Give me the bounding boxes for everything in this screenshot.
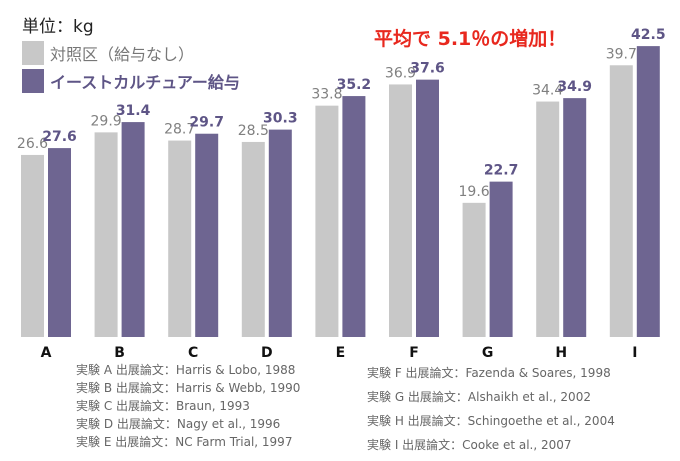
- bar-a-control: [21, 154, 44, 337]
- value-label-b-control: 29.9: [91, 113, 122, 129]
- value-label-f-control: 36.9: [385, 65, 416, 81]
- source-note: 実験 F 出展論文：Fazenda & Soares, 1998: [367, 366, 611, 380]
- value-label-c-control: 28.7: [164, 122, 195, 138]
- bar-b-yeast: [121, 122, 145, 337]
- source-note: 実験 H 出展論文：Schingoethe et al., 2004: [367, 414, 615, 428]
- headline: 平均で 5.1％の増加！: [374, 28, 567, 50]
- category-label-i: I: [632, 345, 637, 361]
- legend-control-swatch: [22, 41, 44, 65]
- category-label-c: C: [188, 345, 198, 361]
- value-label-g-yeast: 22.7: [484, 163, 519, 179]
- bar-c-yeast: [195, 133, 219, 337]
- bar-i-yeast: [636, 46, 660, 337]
- source-note: 実験 I 出展論文：Cooke et al., 2007: [367, 438, 572, 452]
- source-note: 実験 E 出展論文：NC Farm Trial, 1997: [76, 435, 293, 449]
- value-label-d-yeast: 30.3: [263, 111, 298, 127]
- bar-h-yeast: [563, 98, 587, 337]
- bar-e-control: [315, 105, 339, 337]
- bar-a-yeast: [48, 148, 71, 337]
- value-label-h-control: 34.4: [532, 83, 563, 99]
- legend-yeast-swatch: [22, 69, 44, 93]
- category-label-e: E: [336, 345, 346, 361]
- legend-control: 対照区（給与なし）: [22, 40, 194, 66]
- value-label-a-control: 26.6: [17, 136, 48, 152]
- bar-i-control: [609, 65, 633, 337]
- value-label-d-control: 28.5: [238, 123, 269, 139]
- category-label-g: G: [482, 345, 494, 361]
- legend-control-label: 対照区（給与なし）: [50, 45, 195, 64]
- bar-c-control: [168, 140, 192, 337]
- sources-right: 実験 F 出展論文：Fazenda & Soares, 1998 実験 G 出展…: [367, 361, 615, 457]
- category-label-a: A: [41, 345, 52, 361]
- legend-yeast: イーストカルチュアー給与: [22, 68, 240, 94]
- sources-left: 実験 A 出展論文：Harris & Lobo, 1988 実験 B 出展論文：…: [76, 361, 300, 451]
- category-label-d: D: [261, 345, 273, 361]
- bar-g-control: [462, 202, 486, 337]
- bar-f-control: [389, 84, 412, 337]
- value-label-e-yeast: 35.2: [337, 77, 372, 93]
- value-label-g-control: 19.6: [459, 184, 490, 200]
- source-note: 実験 G 出展論文：Alshaikh et al., 2002: [367, 390, 591, 404]
- value-label-b-yeast: 31.4: [116, 103, 151, 119]
- source-note: 実験 C 出展論文：Braun, 1993: [76, 399, 250, 413]
- bar-f-yeast: [416, 79, 439, 337]
- bar-d-control: [241, 141, 265, 337]
- value-label-a-yeast: 27.6: [42, 129, 77, 145]
- bar-d-yeast: [268, 129, 292, 337]
- category-label-f: F: [409, 345, 419, 361]
- source-note: 実験 D 出展論文：Nagy et al., 1996: [76, 417, 281, 431]
- value-label-i-yeast: 42.5: [631, 27, 666, 43]
- unit-label: 単位：kg: [22, 17, 94, 37]
- legend-yeast-label: イーストカルチュアー給与: [50, 73, 240, 92]
- category-label-b: B: [114, 345, 125, 361]
- source-note: 実験 A 出展論文：Harris & Lobo, 1988: [76, 363, 296, 377]
- source-note: 実験 B 出展論文：Harris & Webb, 1990: [76, 381, 301, 395]
- value-label-i-control: 39.7: [606, 46, 637, 62]
- category-label-h: H: [555, 345, 567, 361]
- bar-h-control: [536, 101, 560, 337]
- bar-g-yeast: [489, 181, 513, 337]
- value-label-h-yeast: 34.9: [557, 79, 592, 95]
- bar-b-control: [94, 132, 118, 337]
- value-label-e-control: 33.8: [311, 87, 342, 103]
- value-label-c-yeast: 29.7: [189, 115, 224, 131]
- value-label-f-yeast: 37.6: [410, 61, 445, 77]
- bar-e-yeast: [342, 96, 366, 337]
